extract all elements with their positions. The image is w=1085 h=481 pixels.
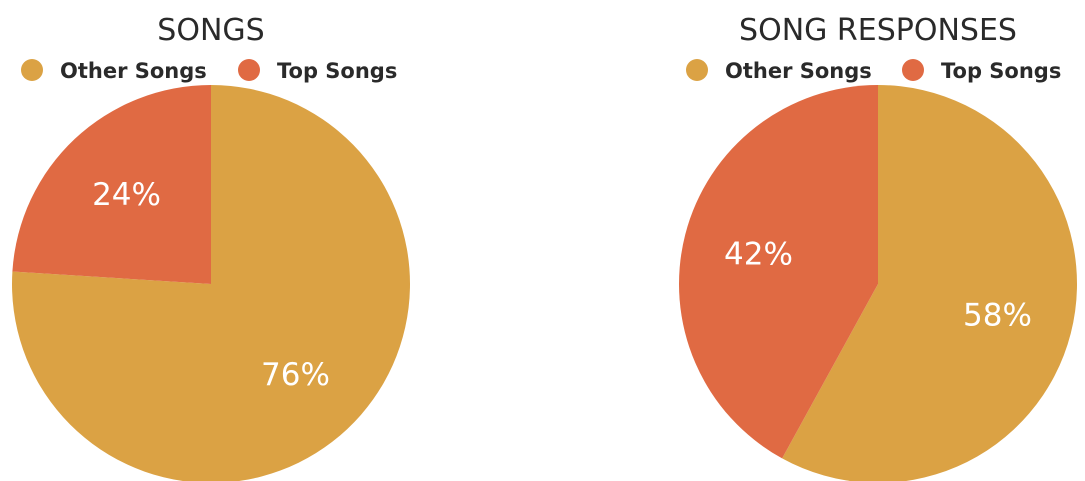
slice-label-other-songs: 58% (963, 298, 1032, 334)
song-responses-chart: SONG RESPONSES Other Songs Top Songs 58%… (679, 13, 1077, 481)
legend-item-other-songs[interactable]: Other Songs (686, 59, 872, 83)
pie-slice-top-songs[interactable] (679, 85, 878, 459)
legend-swatch-top-songs (238, 59, 260, 81)
legend-swatch-other-songs (686, 59, 708, 81)
chart-title: SONGS (157, 13, 264, 48)
legend-label-top-songs: Top Songs (277, 59, 397, 83)
pie-slice-other-songs[interactable] (782, 85, 1077, 481)
chart-title: SONG RESPONSES (739, 13, 1017, 48)
legend-label-other-songs: Other Songs (725, 59, 872, 83)
pie-slice-top-songs[interactable] (12, 85, 211, 284)
pie-slice-other-songs[interactable] (12, 85, 410, 481)
slice-label-top-songs: 42% (724, 236, 793, 272)
pie-song-responses: 58% 42% (679, 85, 1077, 481)
legend-swatch-top-songs (902, 59, 924, 81)
legend: Other Songs Top Songs (21, 59, 397, 83)
legend-label-other-songs: Other Songs (60, 59, 207, 83)
slice-label-other-songs: 76% (261, 357, 330, 393)
legend: Other Songs Top Songs (686, 59, 1061, 83)
legend-label-top-songs: Top Songs (941, 59, 1061, 83)
slice-label-top-songs: 24% (92, 177, 161, 213)
pie-songs: 76% 24% (12, 85, 410, 481)
legend-item-other-songs[interactable]: Other Songs (21, 59, 207, 83)
legend-item-top-songs[interactable]: Top Songs (238, 59, 397, 83)
legend-swatch-other-songs (21, 59, 43, 81)
songs-chart: SONGS Other Songs Top Songs 76% 24% (12, 13, 410, 481)
legend-item-top-songs[interactable]: Top Songs (902, 59, 1061, 83)
